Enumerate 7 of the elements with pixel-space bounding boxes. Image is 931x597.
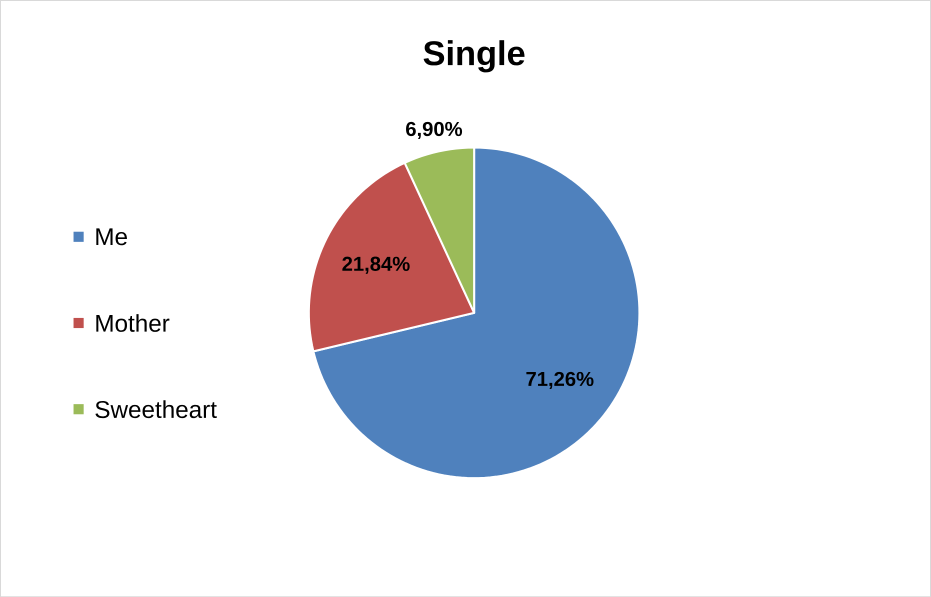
chart-title: Single xyxy=(424,40,525,72)
data-label: 21,84% xyxy=(342,256,410,274)
legend-label: Me xyxy=(96,228,127,246)
legend-label: Mother xyxy=(96,314,170,332)
legend-label: Sweetheart xyxy=(95,400,217,418)
data-label: 6,90% xyxy=(406,122,462,139)
data-label: 71,26% xyxy=(526,372,594,389)
